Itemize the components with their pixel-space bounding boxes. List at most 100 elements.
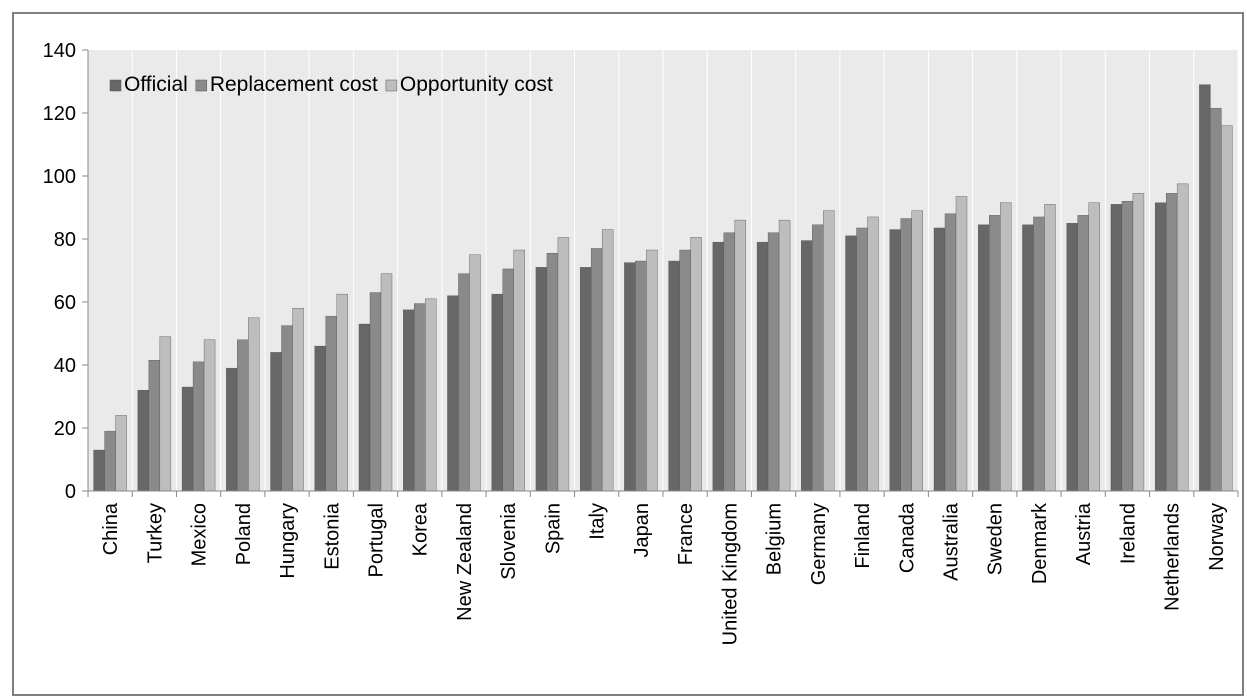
bar: [668, 260, 680, 492]
bar: [469, 254, 481, 492]
y-tick-label: 120: [43, 103, 76, 125]
y-tick-label: 20: [54, 418, 76, 440]
bar: [1154, 202, 1167, 492]
bar: [491, 293, 503, 492]
bar: [502, 268, 514, 492]
bar: [358, 323, 371, 492]
y-tick-label: 80: [54, 229, 76, 251]
x-tick-label: Estonia: [321, 502, 343, 570]
x-tick-label: Spain: [542, 503, 564, 554]
bar: [1132, 193, 1145, 492]
bar: [801, 240, 813, 492]
bar: [181, 386, 194, 492]
legend-label: Opportunity cost: [400, 73, 553, 96]
y-tick-label: 60: [54, 292, 76, 314]
bar: [458, 273, 470, 492]
x-tick-label: France: [675, 503, 697, 565]
x-tick-label: Japan: [631, 503, 653, 558]
bar: [955, 196, 968, 492]
x-tick-label: Denmark: [1029, 502, 1051, 584]
legend: Official Replacement cost Opportunity cost: [109, 73, 553, 96]
x-tick-label: Canada: [896, 502, 918, 573]
bar: [1033, 216, 1045, 492]
bar: [336, 293, 348, 492]
x-tick-label: Norway: [1206, 503, 1228, 571]
bar: [646, 249, 658, 492]
x-tick-label: Korea: [410, 502, 432, 556]
x-tick-label: Ireland: [1117, 503, 1139, 564]
bar: [1210, 108, 1222, 492]
bar: [535, 267, 548, 492]
bars: [93, 84, 1233, 492]
bar: [1066, 223, 1078, 492]
legend-label: Replacement cost: [210, 73, 378, 96]
x-tick-label: Turkey: [144, 503, 166, 563]
x-tick-label: Netherlands: [1162, 503, 1184, 611]
legend-label: Official: [124, 73, 188, 96]
x-tick-label: Mexico: [189, 503, 211, 566]
legend-swatch: [195, 79, 208, 92]
bar: [756, 241, 769, 492]
axes: [82, 49, 1239, 497]
bar: [546, 252, 559, 492]
bar: [978, 224, 990, 492]
x-tick-labels: China Turkey Mexico Poland Hungary Estonia Por…: [100, 502, 1228, 645]
bar: [1121, 200, 1134, 492]
x-tick-label: United Kingdom: [719, 503, 741, 645]
bar: [369, 292, 382, 492]
y-tick-label: 100: [43, 166, 76, 188]
bar: [281, 325, 293, 492]
bar: [137, 390, 150, 492]
bar: [447, 295, 459, 492]
bar: [635, 260, 647, 492]
bar: [989, 215, 1001, 492]
bar: [845, 235, 857, 492]
bar: [867, 216, 879, 492]
x-tick-label: China: [100, 502, 122, 555]
bar: [513, 249, 525, 492]
bar: [856, 227, 868, 492]
x-tick-label: Slovenia: [498, 502, 520, 580]
bar: [778, 219, 791, 492]
bar: [767, 232, 780, 492]
bar: [911, 210, 923, 492]
x-tick-label: Sweden: [985, 503, 1007, 575]
bar: [192, 361, 205, 492]
bar: [557, 237, 570, 492]
y-tick-label: 0: [65, 481, 76, 503]
bar: [601, 229, 614, 492]
bar: [823, 210, 835, 492]
y-tick-label: 40: [54, 355, 76, 377]
legend-swatch: [109, 79, 122, 92]
bar: [1110, 204, 1123, 492]
legend-swatch: [385, 79, 398, 92]
bar: [159, 336, 172, 492]
bar: [1044, 204, 1056, 492]
bar: [933, 227, 946, 492]
bar: [679, 249, 691, 492]
bar: [414, 303, 426, 492]
bar: [590, 248, 603, 492]
bar: [425, 298, 437, 492]
bar: [579, 267, 592, 492]
bar: [93, 449, 105, 492]
bar: [403, 309, 415, 492]
gridlines: [87, 50, 1239, 491]
bar: [148, 360, 161, 492]
x-tick-label: Portugal: [366, 503, 388, 578]
bar: [1088, 202, 1100, 492]
x-tick-label: Hungary: [277, 503, 299, 579]
bar: [723, 232, 736, 492]
bar: [944, 213, 957, 492]
y-tick-labels: 0 20 40 60 80 100 120 140: [43, 40, 76, 503]
bar: [380, 273, 393, 492]
bar: [690, 237, 702, 492]
bar: [314, 345, 326, 492]
bar: [1221, 125, 1233, 492]
y-tick-label: 140: [43, 40, 76, 62]
bar: [203, 339, 216, 492]
bar: [248, 317, 260, 492]
bar: [1022, 224, 1034, 492]
bar: [325, 315, 337, 492]
